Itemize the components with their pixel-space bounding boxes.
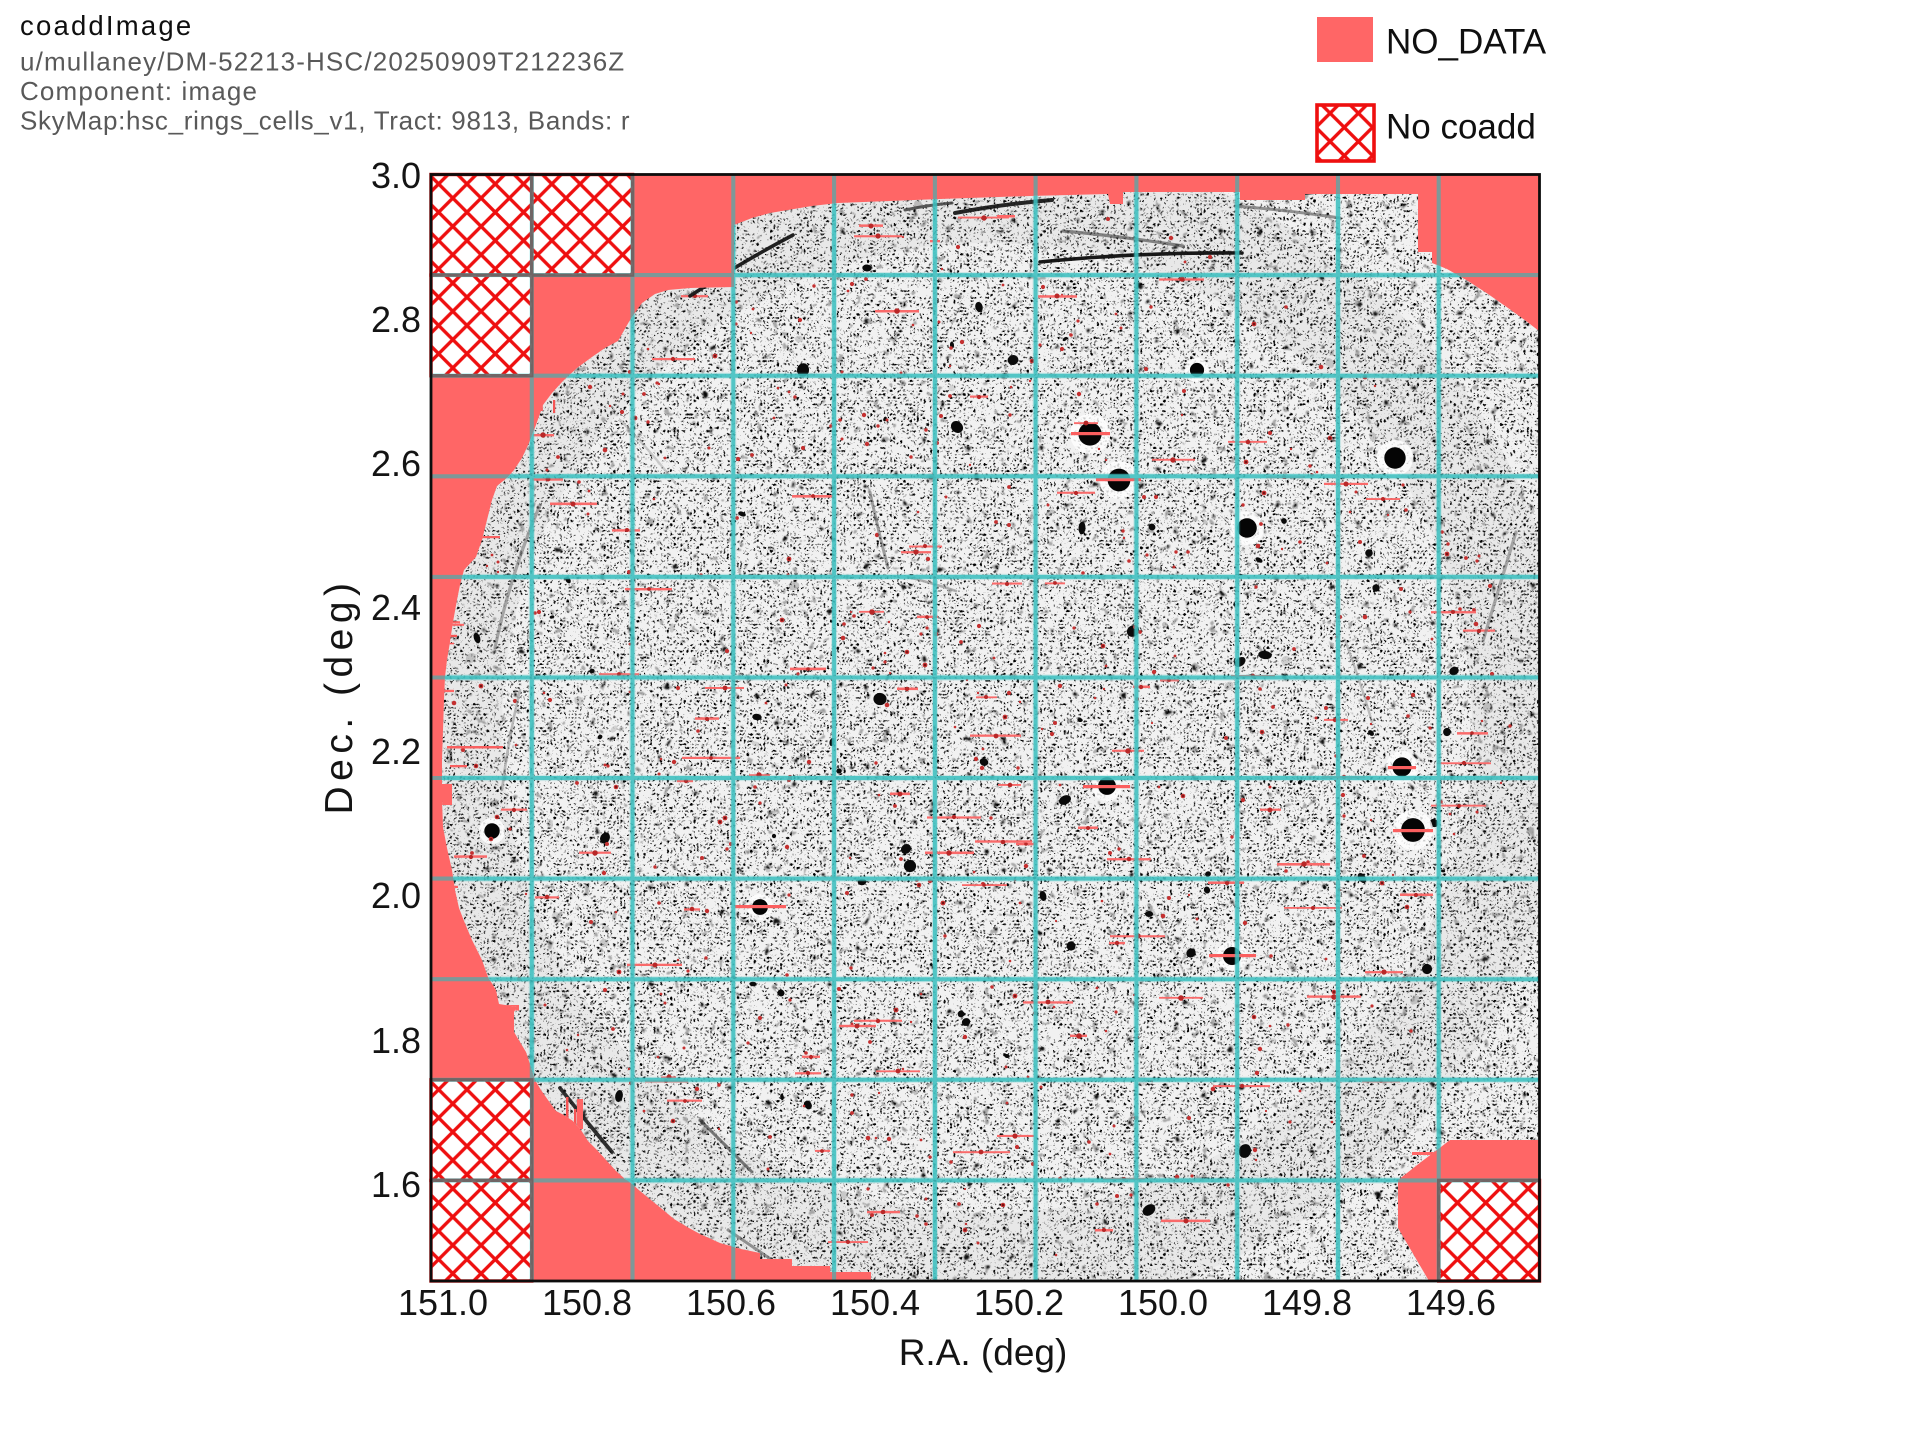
svg-text:2.4: 2.4: [371, 587, 421, 628]
svg-text:2.8: 2.8: [371, 299, 421, 340]
svg-text:149.8: 149.8: [1262, 1282, 1352, 1323]
svg-text:2.2: 2.2: [371, 731, 421, 772]
svg-text:151.0: 151.0: [398, 1282, 488, 1323]
svg-text:No coadd: No coadd: [1386, 108, 1536, 147]
svg-text:2.6: 2.6: [371, 443, 421, 484]
svg-text:Component: image: Component: image: [20, 76, 258, 106]
svg-text:150.4: 150.4: [830, 1282, 920, 1323]
svg-text:R.A. (deg): R.A. (deg): [899, 1332, 1068, 1373]
svg-text:u/mullaney/DM-52213-HSC/202509: u/mullaney/DM-52213-HSC/20250909T212236Z: [20, 47, 625, 77]
svg-text:150.8: 150.8: [542, 1282, 632, 1323]
svg-text:149.6: 149.6: [1406, 1282, 1496, 1323]
svg-text:3.0: 3.0: [371, 155, 421, 196]
svg-text:SkyMap:hsc_rings_cells_v1, Tra: SkyMap:hsc_rings_cells_v1, Tract: 9813, …: [20, 106, 630, 136]
svg-text:coaddImage: coaddImage: [20, 10, 193, 41]
svg-text:1.6: 1.6: [371, 1164, 421, 1205]
svg-text:150.6: 150.6: [686, 1282, 776, 1323]
svg-text:Dec. (deg): Dec. (deg): [318, 577, 361, 814]
svg-text:150.0: 150.0: [1118, 1282, 1208, 1323]
svg-text:150.2: 150.2: [974, 1282, 1064, 1323]
svg-text:1.8: 1.8: [371, 1020, 421, 1061]
svg-text:NO_DATA: NO_DATA: [1386, 23, 1547, 62]
svg-text:2.0: 2.0: [371, 875, 421, 916]
